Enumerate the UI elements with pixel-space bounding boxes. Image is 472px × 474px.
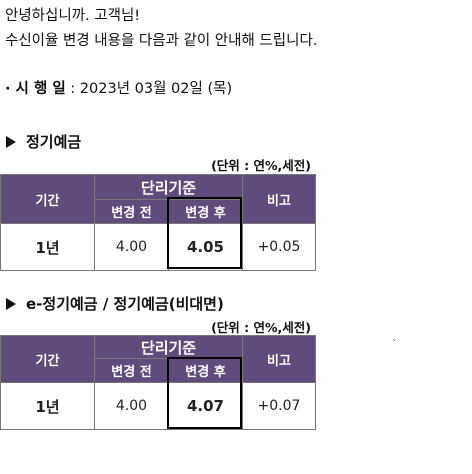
- row-period: 1년: [0, 223, 95, 271]
- row-period: 1년: [0, 382, 95, 430]
- rate-table-e-deposit: 기간 단리기준 비고 변경 전 변경 후 1년 4.00 4.07 +0.07: [0, 335, 316, 430]
- section-title-label: e-정기예금 / 정기예금(비대면): [26, 295, 224, 313]
- header-period: 기간: [0, 335, 95, 383]
- row-note: +0.07: [242, 382, 316, 430]
- triangle-bullet-icon: [6, 298, 16, 310]
- row-rate-after: 4.05: [168, 223, 243, 271]
- unit-label: (단위 : 연%,세전): [211, 320, 311, 335]
- row-rate-after: 4.07: [168, 382, 243, 430]
- triangle-bullet-icon: [6, 136, 16, 148]
- effective-date: · 시 행 일 : 2023년 03월 02일 (목): [5, 77, 232, 98]
- section-title-label: 정기예금: [26, 133, 82, 151]
- section-title-time-deposit: 정기예금: [6, 131, 81, 152]
- header-before: 변경 전: [94, 358, 169, 383]
- header-period: 기간: [0, 174, 95, 224]
- header-before: 변경 전: [94, 199, 169, 224]
- unit-label: (단위 : 연%,세전): [211, 158, 311, 173]
- header-note: 비고: [242, 174, 316, 224]
- intro-text: 수신이율 변경 내용을 다음과 같이 안내해 드립니다.: [5, 33, 318, 49]
- row-rate-before: 4.00: [94, 382, 169, 430]
- effective-date-label: · 시 행 일: [5, 81, 66, 97]
- section-title-e-deposit: e-정기예금 / 정기예금(비대면): [6, 293, 224, 314]
- rate-table-time-deposit: 기간 단리기준 비고 변경 전 변경 후 1년 4.00 4.05 +0.05: [0, 174, 316, 271]
- header-after: 변경 후: [168, 199, 243, 224]
- effective-date-value: : 2023년 03월 02일 (목): [65, 81, 233, 97]
- row-note: +0.05: [242, 223, 316, 271]
- header-simple-interest: 단리기준: [94, 174, 243, 200]
- greeting-text: 안녕하십니까. 고객님!: [5, 8, 141, 24]
- row-rate-before: 4.00: [94, 223, 169, 271]
- header-note: 비고: [242, 335, 316, 383]
- header-after: 변경 후: [168, 358, 243, 383]
- stray-mark: `: [392, 339, 397, 350]
- header-simple-interest: 단리기준: [94, 335, 243, 359]
